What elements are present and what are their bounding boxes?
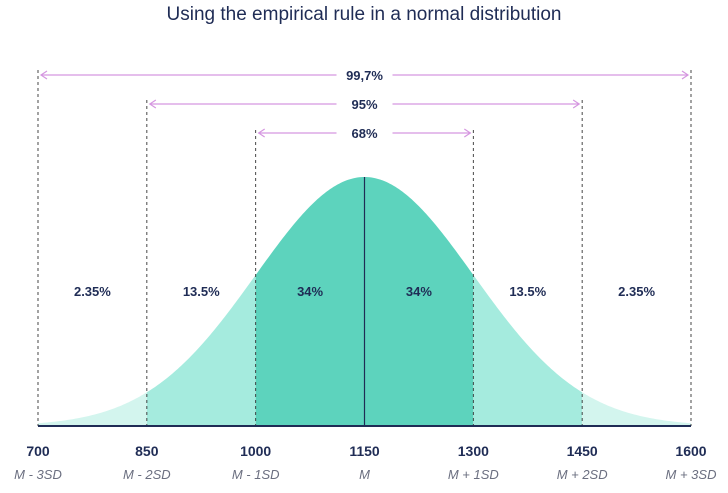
range-arrow-1: 68%: [257, 126, 472, 141]
sd-label-1300: M + 1SD: [448, 467, 499, 482]
region-percent-6: 2.35%: [618, 284, 655, 299]
sd-label-700: M - 3SD: [14, 467, 62, 482]
chart-title: Using the empirical rule in a normal dis…: [167, 4, 562, 25]
range-arrow-3: 99,7%: [39, 68, 690, 83]
range-label-2: 95%: [351, 97, 377, 112]
sd-label-1600: M + 3SD: [666, 467, 717, 482]
curve-region-1: [38, 392, 147, 426]
range-arrows: 68% 95% 99,7%: [39, 68, 690, 141]
x-tick-label-1000: 1000: [240, 443, 271, 459]
x-tick-label-700: 700: [26, 443, 50, 459]
sd-divider-lines: [37, 70, 692, 426]
region-percent-2: 13.5%: [183, 284, 220, 299]
x-tick-label-850: 850: [135, 443, 159, 459]
x-tick-label-1300: 1300: [458, 443, 489, 459]
x-tick-label-1150: 1150: [349, 443, 380, 459]
region-percent-labels: 2.35% 13.5% 34% 34% 13.5% 2.35%: [74, 284, 655, 299]
x-tick-label-1450: 1450: [567, 443, 598, 459]
region-percent-5: 13.5%: [509, 284, 546, 299]
x-axis: 700 M - 3SD 850 M - 2SD 1000 M - 1SD 1150 M 1300…: [14, 425, 717, 482]
sd-label-1150: M: [359, 467, 370, 482]
sd-label-1000: M - 1SD: [232, 467, 280, 482]
range-label-3: 99,7%: [346, 68, 383, 83]
curve-region-2: [146, 274, 256, 426]
sd-label-850: M - 2SD: [123, 467, 171, 482]
curve-region-5: [473, 274, 583, 426]
sd-label-1450: M + 2SD: [557, 467, 608, 482]
range-label-1: 68%: [351, 126, 377, 141]
range-arrow-2: 95%: [148, 97, 581, 112]
region-percent-4: 34%: [406, 284, 432, 299]
x-tick-label-1600: 1600: [675, 443, 706, 459]
region-percent-3: 34%: [297, 284, 323, 299]
curve-region-3: [255, 177, 365, 426]
region-percent-1: 2.35%: [74, 284, 111, 299]
curve-areas: [38, 177, 691, 426]
curve-region-6: [582, 392, 691, 426]
curve-region-4: [364, 177, 474, 426]
